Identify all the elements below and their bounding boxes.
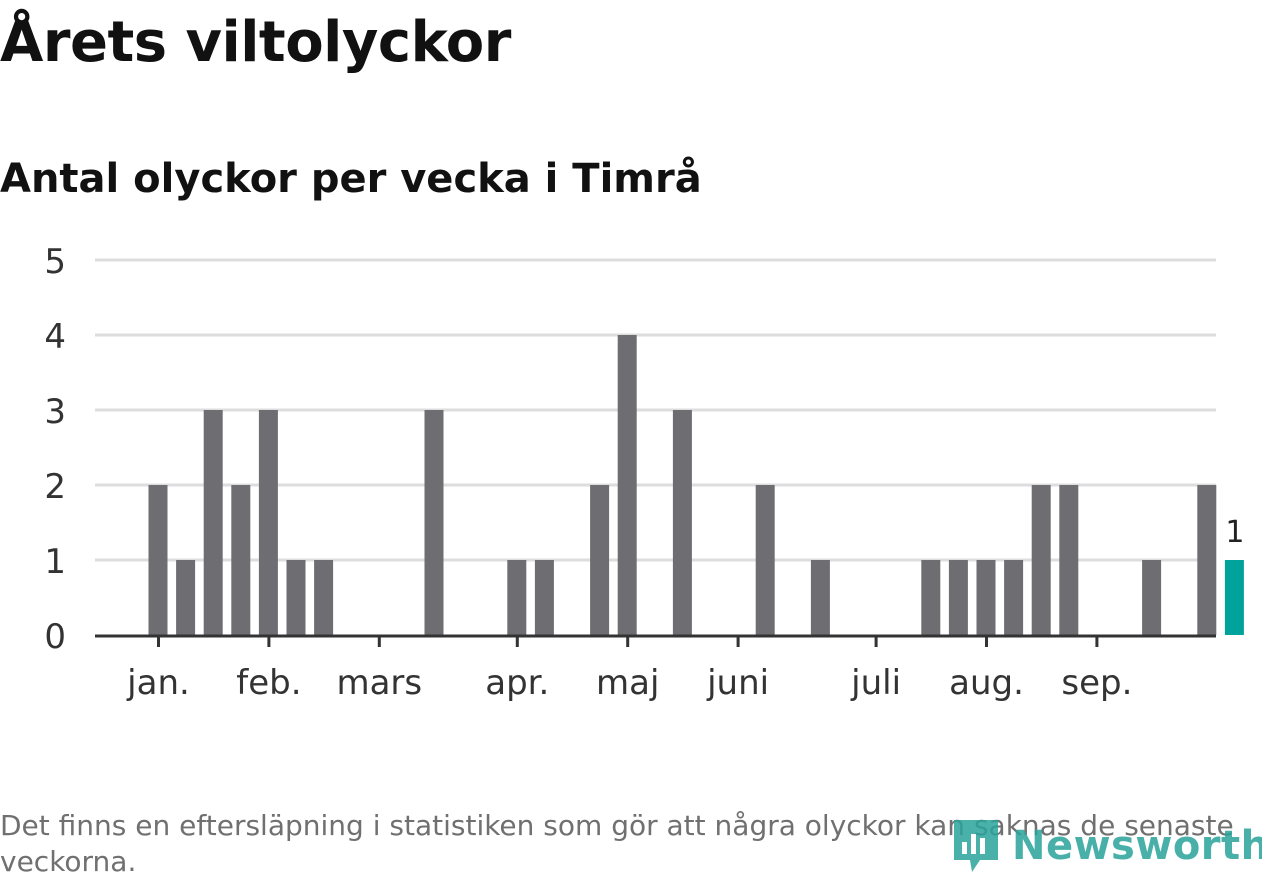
bar bbox=[617, 335, 637, 635]
y-tick-label: 4 bbox=[44, 317, 66, 357]
newsworthy-logo-icon bbox=[954, 820, 998, 872]
bar bbox=[1142, 560, 1162, 635]
x-tick-label: aug. bbox=[949, 663, 1024, 703]
newsworthy-logo-text: Newsworthy bbox=[1012, 823, 1262, 869]
bar bbox=[590, 485, 610, 635]
data-label-highlight: 1 bbox=[1225, 515, 1244, 550]
y-tick-label: 5 bbox=[44, 242, 66, 282]
x-tick-label: jan. bbox=[126, 663, 190, 703]
newsworthy-logo: Newsworthy bbox=[950, 814, 1262, 878]
x-axis: jan. feb. mars apr. maj juni juli aug. sep. bbox=[95, 634, 1216, 703]
bar bbox=[203, 410, 223, 635]
y-tick-label: 2 bbox=[44, 467, 66, 507]
bar bbox=[810, 560, 830, 635]
bar-chart: 0 1 2 3 4 5 jan. feb. mars apr. maj juni juli aug. se… bbox=[44, 242, 1244, 703]
y-tick-label: 3 bbox=[44, 392, 66, 432]
x-tick-label: mars bbox=[336, 663, 422, 703]
bar bbox=[1031, 485, 1051, 635]
x-tick-label: maj bbox=[596, 663, 659, 703]
x-tick-label: apr. bbox=[485, 663, 549, 703]
y-tick-label: 1 bbox=[44, 542, 66, 582]
bar bbox=[231, 485, 251, 635]
data-labels: 1 bbox=[1225, 515, 1244, 550]
x-tick-label: feb. bbox=[236, 663, 301, 703]
bar bbox=[921, 560, 941, 635]
chart-subtitle: Antal olyckor per vecka i Timrå bbox=[0, 156, 702, 202]
bar bbox=[148, 485, 168, 635]
bars bbox=[148, 335, 1244, 635]
bar bbox=[948, 560, 968, 635]
bar bbox=[1059, 485, 1079, 635]
y-tick-label: 0 bbox=[44, 617, 66, 657]
bar bbox=[1197, 485, 1217, 635]
bar bbox=[176, 560, 196, 635]
bar bbox=[672, 410, 692, 635]
bar bbox=[314, 560, 334, 635]
footnote: Det finns en eftersläpning i statistiken… bbox=[0, 809, 1234, 878]
y-axis-ticks: 0 1 2 3 4 5 bbox=[44, 242, 66, 657]
bar-highlight bbox=[1224, 560, 1244, 635]
x-tick-label: juni bbox=[706, 663, 769, 703]
bar bbox=[534, 560, 554, 635]
bar bbox=[286, 560, 306, 635]
x-tick-label: sep. bbox=[1061, 663, 1132, 703]
bar bbox=[1004, 560, 1024, 635]
bar bbox=[258, 410, 278, 635]
bar bbox=[755, 485, 775, 635]
x-tick-label: juli bbox=[850, 663, 901, 703]
bar bbox=[976, 560, 996, 635]
bar bbox=[424, 410, 444, 635]
chart-title: Årets viltolyckor bbox=[0, 10, 511, 75]
gridlines bbox=[95, 258, 1216, 562]
bar bbox=[507, 560, 527, 635]
